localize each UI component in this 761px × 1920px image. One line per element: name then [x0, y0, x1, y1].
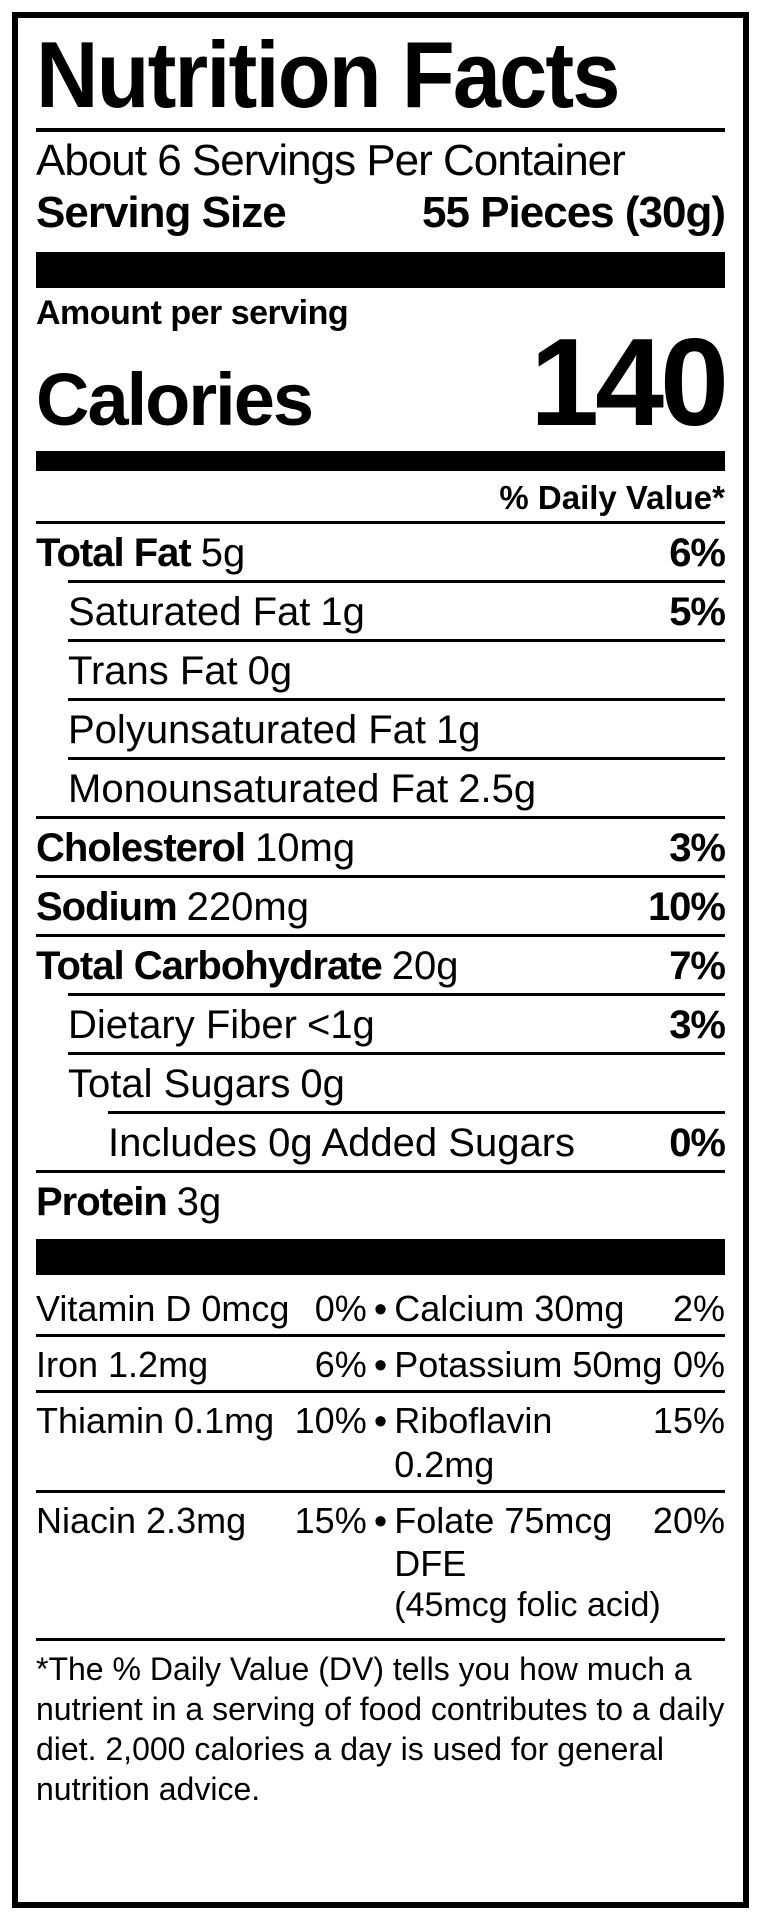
vitamin-pct: 10%	[289, 1399, 367, 1442]
vitamin-name: Riboflavin 0.2mg	[394, 1399, 647, 1485]
daily-value-header: % Daily Value*	[36, 479, 725, 517]
nutrient-amount: 0g	[248, 646, 293, 696]
label-title: Nutrition Facts	[36, 28, 670, 122]
thick-divider	[36, 1239, 725, 1275]
nutrient-row-poly-fat: Polyunsaturated Fat 1g	[68, 698, 725, 757]
nutrient-row-added-sugars: Includes 0g Added Sugars 0%	[108, 1111, 725, 1170]
nutrient-amount: 2.5g	[458, 764, 536, 814]
vitamin-sub: (45mcg folic acid)	[394, 1585, 660, 1626]
nutrient-name: Dietary Fiber	[68, 1000, 297, 1050]
nutrient-name: Cholesterol	[36, 823, 245, 873]
nutrient-pct: 5%	[669, 587, 725, 637]
nutrient-row-total-sugars: Total Sugars 0g	[68, 1052, 725, 1111]
nutrient-row-fiber: Dietary Fiber <1g 3%	[68, 993, 725, 1052]
nutrient-row-trans-fat: Trans Fat 0g	[68, 639, 725, 698]
vitamin-pct: 0%	[667, 1343, 725, 1386]
footnote: *The % Daily Value (DV) tells you how mu…	[36, 1638, 725, 1809]
calories-row: Calories 140	[36, 321, 725, 445]
nutrient-row-total-fat: Total Fat 5g 6%	[36, 521, 725, 580]
vitamins-section: Vitamin D 0mcg 0% • Calcium 30mg 2% Iron…	[36, 1283, 725, 1630]
nutrient-name: Protein	[36, 1177, 167, 1227]
nutrient-row-total-carb: Total Carbohydrate 20g 7%	[36, 934, 725, 993]
vitamin-row: Iron 1.2mg 6% • Potassium 50mg 0%	[36, 1334, 725, 1390]
vitamin-row: Thiamin 0.1mg 10% • Riboflavin 0.2mg 15%	[36, 1390, 725, 1489]
serving-size-value: 55 Pieces (30g)	[422, 188, 725, 238]
thick-divider	[36, 451, 725, 471]
nutrient-amount: 20g	[392, 941, 459, 991]
vitamin-pct: 15%	[289, 1499, 367, 1542]
divider	[36, 128, 725, 132]
vitamin-name: Niacin 2.3mg	[36, 1499, 246, 1542]
nutrient-pct: 6%	[669, 528, 725, 578]
nutrient-row-sodium: Sodium 220mg 10%	[36, 875, 725, 934]
vitamin-name: Potassium 50mg	[394, 1343, 662, 1386]
nutrient-amount: 1g	[436, 705, 481, 755]
nutrient-name: Polyunsaturated Fat	[68, 705, 426, 755]
nutrient-pct: 10%	[648, 882, 725, 932]
vitamin-pct: 6%	[309, 1343, 367, 1386]
nutrient-name: Total Carbohydrate	[36, 941, 382, 991]
nutrient-row-protein: Protein 3g	[36, 1170, 725, 1229]
serving-size-label: Serving Size	[36, 188, 286, 238]
calories-value: 140	[530, 321, 725, 445]
nutrient-pct: 3%	[669, 1000, 725, 1050]
nutrient-row-saturated-fat: Saturated Fat 1g 5%	[68, 580, 725, 639]
vitamin-row: Vitamin D 0mcg 0% • Calcium 30mg 2%	[36, 1283, 725, 1334]
nutrient-name: Includes 0g Added Sugars	[108, 1118, 575, 1168]
vitamin-pct: 20%	[647, 1499, 725, 1585]
servings-per-container: About 6 Servings Per Container	[36, 136, 725, 186]
nutrient-amount: 10mg	[255, 823, 355, 873]
vitamin-name: Iron 1.2mg	[36, 1343, 208, 1386]
nutrient-pct: 0%	[669, 1118, 725, 1168]
nutrient-name: Total Fat	[36, 528, 191, 578]
nutrient-pct: 7%	[669, 941, 725, 991]
bullet-separator: •	[367, 1343, 395, 1386]
nutrient-row-mono-fat: Monounsaturated Fat 2.5g	[68, 757, 725, 816]
nutrition-facts-label: Nutrition Facts About 6 Servings Per Con…	[12, 12, 749, 1908]
nutrient-pct: 3%	[669, 823, 725, 873]
nutrient-amount: 3g	[177, 1177, 222, 1227]
vitamin-row: Niacin 2.3mg 15% • Folate 75mcg DFE 20% …	[36, 1490, 725, 1630]
nutrient-name: Monounsaturated Fat	[68, 764, 448, 814]
bullet-separator: •	[367, 1399, 395, 1485]
vitamin-pct: 0%	[309, 1287, 367, 1330]
thick-divider	[36, 252, 725, 288]
nutrient-name: Saturated Fat	[68, 587, 310, 637]
bullet-separator: •	[367, 1499, 395, 1626]
serving-size-row: Serving Size 55 Pieces (30g)	[36, 188, 725, 238]
nutrient-name: Trans Fat	[68, 646, 238, 696]
calories-label: Calories	[36, 357, 312, 442]
nutrient-name: Sodium	[36, 882, 177, 932]
vitamin-pct: 15%	[647, 1399, 725, 1442]
nutrient-name: Total Sugars	[68, 1059, 290, 1109]
vitamin-name: Folate 75mcg DFE	[394, 1499, 647, 1585]
vitamin-name: Thiamin 0.1mg	[36, 1399, 274, 1442]
nutrient-amount: 1g	[320, 587, 365, 637]
vitamin-name: Calcium 30mg	[394, 1287, 624, 1330]
nutrient-amount: <1g	[307, 1000, 375, 1050]
vitamin-name: Vitamin D 0mcg	[36, 1287, 289, 1330]
vitamin-pct: 2%	[667, 1287, 725, 1330]
nutrient-amount: 220mg	[187, 882, 309, 932]
bullet-separator: •	[367, 1287, 395, 1330]
nutrient-amount: 0g	[300, 1059, 345, 1109]
nutrient-amount: 5g	[201, 528, 246, 578]
nutrient-row-cholesterol: Cholesterol 10mg 3%	[36, 816, 725, 875]
